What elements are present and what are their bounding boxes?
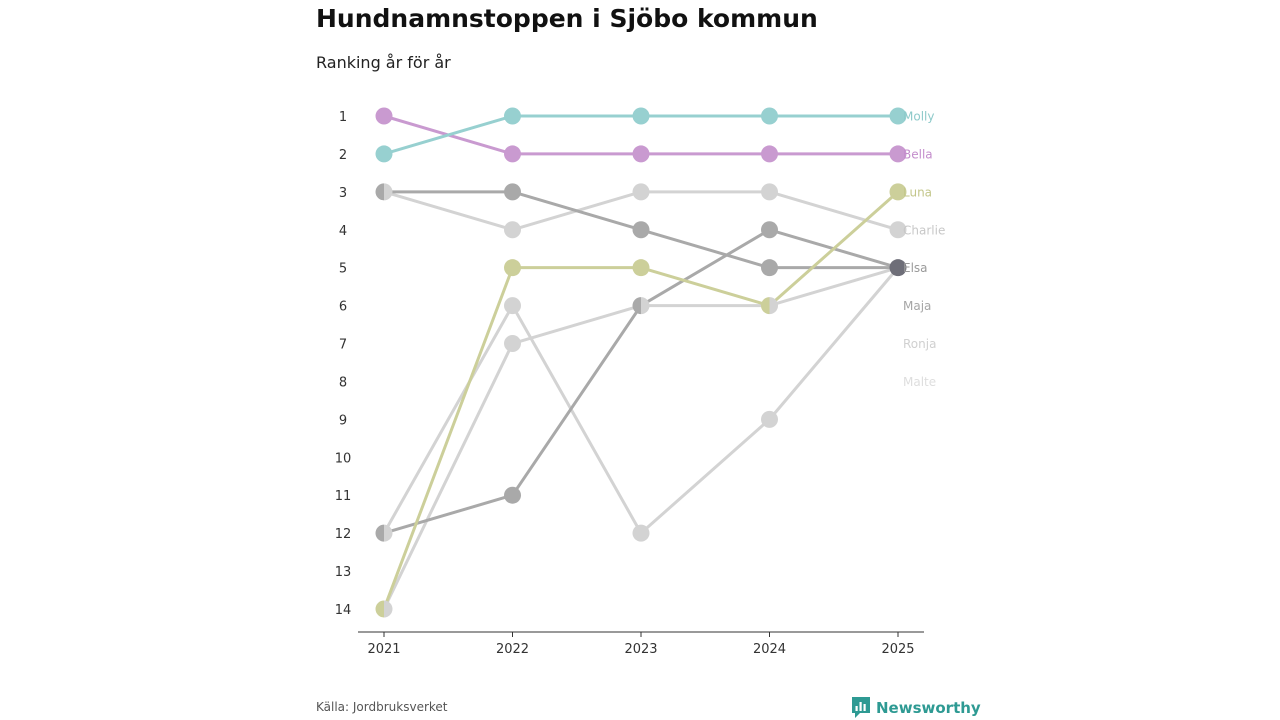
data-point-ronja-2022[interactable] <box>504 335 521 353</box>
newsworthy-logo-icon <box>852 697 870 718</box>
data-point-malte-2021[interactable] <box>384 524 393 542</box>
y-tick-label-2: 2 <box>339 148 347 163</box>
series-label-molly: Molly <box>903 110 934 124</box>
brand-logo[interactable]: Newsworthy <box>852 697 981 719</box>
data-point-molly-2025[interactable] <box>889 107 907 125</box>
data-point-luna-2024[interactable] <box>761 297 770 315</box>
y-tick-label-6: 6 <box>339 300 347 315</box>
data-point-charlie-2021[interactable] <box>384 183 393 201</box>
data-point-ronja-2021[interactable] <box>384 600 393 618</box>
data-point-charlie-2022[interactable] <box>504 221 521 239</box>
series-line-ronja[interactable] <box>382 266 900 611</box>
series-label-bella: Bella <box>903 147 933 161</box>
data-point-charlie-2025[interactable] <box>889 221 907 239</box>
series-label-ronja: Ronja <box>903 337 936 351</box>
data-point-charlie-2024[interactable] <box>761 183 778 201</box>
data-point-luna-2022[interactable] <box>504 259 521 277</box>
series-label-malte: Malte <box>903 375 936 389</box>
y-tick-label-13: 13 <box>335 565 352 580</box>
y-tick-label-4: 4 <box>339 224 347 239</box>
x-tick-label-2023: 2023 <box>624 642 657 657</box>
data-point-bella-2022[interactable] <box>504 145 521 163</box>
y-tick-label-11: 11 <box>335 489 352 504</box>
data-point-luna-2025[interactable] <box>889 183 907 201</box>
data-point-elsa-2021[interactable] <box>375 183 385 201</box>
data-point-molly-2023[interactable] <box>632 107 650 125</box>
data-point-maja-2024[interactable] <box>761 221 778 239</box>
y-tick-label-1: 1 <box>339 110 347 125</box>
source-note: Källa: Jordbruksverket <box>316 700 448 714</box>
chart-subtitle: Ranking år för år <box>316 53 451 72</box>
y-tick-label-12: 12 <box>335 527 352 542</box>
series-label-elsa: Elsa <box>903 261 928 275</box>
data-point-molly-2024[interactable] <box>761 107 778 125</box>
data-point-molly-2022[interactable] <box>504 107 521 125</box>
data-point-luna-2023[interactable] <box>632 259 650 277</box>
data-point-maja-2023[interactable] <box>632 297 642 315</box>
x-tick-label-2021: 2021 <box>367 642 400 657</box>
data-point-malte-2022[interactable] <box>504 297 521 315</box>
data-point-bella-2023[interactable] <box>632 145 650 163</box>
y-tick-label-8: 8 <box>339 375 347 390</box>
data-point-bella-2025[interactable] <box>889 145 907 163</box>
data-point-luna-2021[interactable] <box>375 600 385 618</box>
data-point-overlap-2025-rank-5[interactable] <box>889 259 907 277</box>
x-tick-label-2024: 2024 <box>753 642 786 657</box>
data-point-bella-2024[interactable] <box>761 145 778 163</box>
data-point-charlie-2023[interactable] <box>632 183 650 201</box>
series-label-luna: Luna <box>903 185 932 199</box>
data-point-ronja-2023[interactable] <box>641 297 650 315</box>
data-point-molly-2021[interactable] <box>375 145 393 163</box>
data-point-ronja-2024[interactable] <box>769 297 779 315</box>
x-tick-label-2025: 2025 <box>881 642 914 657</box>
series-line-luna[interactable] <box>382 190 900 611</box>
data-point-bella-2021[interactable] <box>375 107 393 125</box>
data-point-malte-2023[interactable] <box>632 524 650 542</box>
chart-title: Hundnamnstoppen i Sjöbo kommun <box>316 4 818 33</box>
x-tick-label-2022: 2022 <box>496 642 529 657</box>
y-tick-label-10: 10 <box>335 451 352 466</box>
data-point-elsa-2024[interactable] <box>761 259 778 277</box>
data-point-elsa-2023[interactable] <box>632 221 650 239</box>
series-label-charlie: Charlie <box>903 223 945 237</box>
y-tick-label-5: 5 <box>339 262 347 277</box>
y-tick-label-7: 7 <box>339 338 347 353</box>
y-tick-label-9: 9 <box>339 413 347 428</box>
brand-name: Newsworthy <box>876 699 981 717</box>
data-point-maja-2022[interactable] <box>504 486 521 504</box>
data-point-malte-2024[interactable] <box>761 410 778 428</box>
data-point-maja-2021[interactable] <box>375 524 385 542</box>
series-label-maja: Maja <box>903 299 931 313</box>
y-tick-label-3: 3 <box>339 186 347 201</box>
y-tick-label-14: 14 <box>335 603 352 618</box>
data-point-elsa-2022[interactable] <box>504 183 521 201</box>
